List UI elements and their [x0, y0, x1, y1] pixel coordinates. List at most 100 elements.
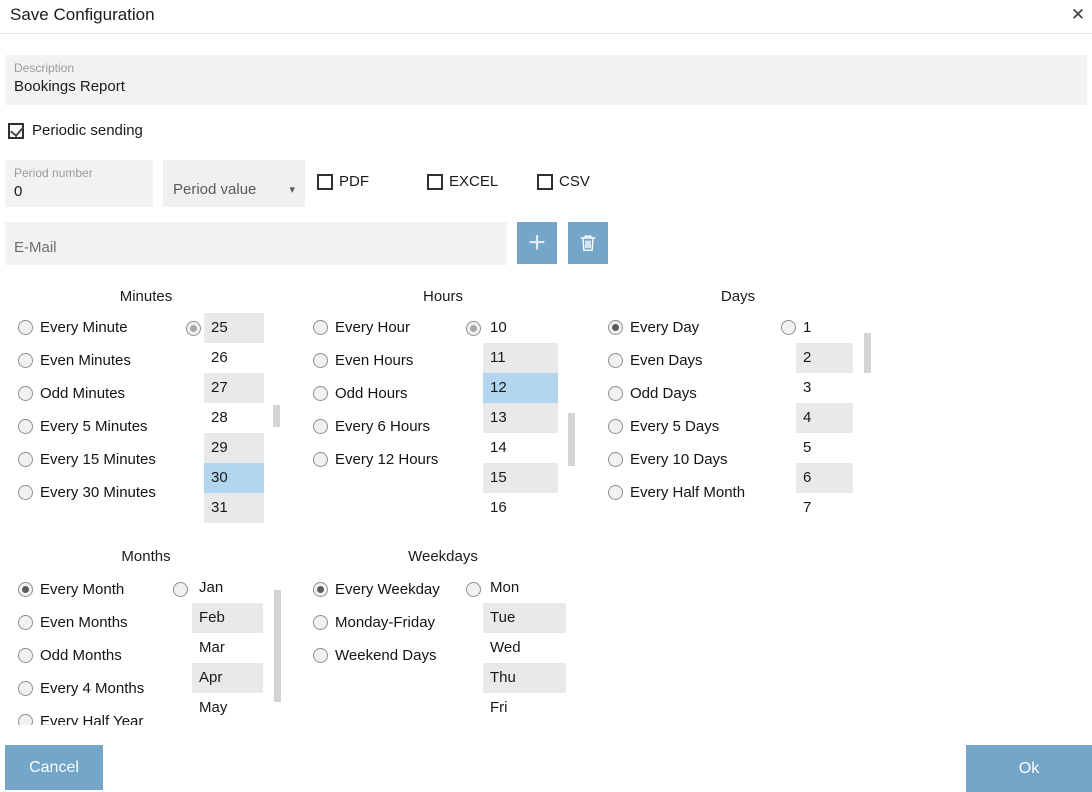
radio-option-every-half-month[interactable]: Every Half Month — [608, 476, 745, 509]
days-scrollbar[interactable] — [864, 333, 871, 373]
delete-email-button[interactable] — [568, 222, 608, 264]
list-item-wed[interactable]: Wed — [490, 639, 521, 656]
minutes-list-radio[interactable] — [186, 321, 201, 336]
list-item-31[interactable]: 31 — [204, 493, 264, 523]
radio-option-even-days[interactable]: Even Days — [608, 344, 745, 377]
list-item-29[interactable]: 29 — [204, 433, 264, 463]
radio-option-odd-months[interactable]: Odd Months — [18, 639, 144, 672]
radio-option-every-weekday[interactable]: Every Weekday — [313, 573, 440, 606]
radio-icon[interactable] — [313, 648, 328, 663]
radio-icon[interactable] — [313, 419, 328, 434]
radio-option-weekend-days[interactable]: Weekend Days — [313, 639, 440, 672]
radio-icon[interactable] — [608, 452, 623, 467]
radio-icon[interactable] — [313, 353, 328, 368]
list-item-2[interactable]: 2 — [796, 343, 853, 373]
radio-option-every-12-hours[interactable]: Every 12 Hours — [313, 443, 438, 476]
list-item-5[interactable]: 5 — [803, 439, 812, 456]
radio-option-every-5-minutes[interactable]: Every 5 Minutes — [18, 410, 156, 443]
radio-option-monday-friday[interactable]: Monday-Friday — [313, 606, 440, 639]
radio-option-every-hour[interactable]: Every Hour — [313, 311, 438, 344]
radio-icon[interactable] — [18, 582, 33, 597]
add-email-button[interactable]: + — [517, 222, 557, 264]
list-item-jan[interactable]: Jan — [199, 579, 224, 596]
list-item-30[interactable]: 30 — [204, 463, 264, 493]
radio-icon[interactable] — [608, 485, 623, 500]
months-list-radio[interactable] — [173, 582, 188, 597]
radio-option-even-hours[interactable]: Even Hours — [313, 344, 438, 377]
list-item-apr[interactable]: Apr — [192, 663, 263, 693]
list-item-6[interactable]: 6 — [796, 463, 853, 493]
radio-icon[interactable] — [18, 386, 33, 401]
csv-checkbox[interactable] — [537, 173, 553, 190]
radio-option-even-months[interactable]: Even Months — [18, 606, 144, 639]
hours-list-radio[interactable] — [466, 321, 481, 336]
radio-icon[interactable] — [608, 386, 623, 401]
radio-icon[interactable] — [608, 419, 623, 434]
period-value-dropdown[interactable]: Period value ▾ — [163, 160, 305, 207]
format-excel-toggle[interactable]: EXCEL — [427, 173, 498, 190]
radio-option-every-5-days[interactable]: Every 5 Days — [608, 410, 745, 443]
radio-option-odd-hours[interactable]: Odd Hours — [313, 377, 438, 410]
list-item-28[interactable]: 28 — [211, 409, 228, 426]
radio-icon[interactable] — [313, 452, 328, 467]
close-icon[interactable]: ✕ — [1070, 5, 1086, 24]
description-field[interactable]: Description Bookings Report — [5, 55, 1087, 105]
months-scrollbar[interactable] — [274, 590, 281, 702]
radio-option-every-6-hours[interactable]: Every 6 Hours — [313, 410, 438, 443]
radio-option-every-4-months[interactable]: Every 4 Months — [18, 672, 144, 705]
list-item-may[interactable]: May — [199, 699, 228, 716]
radio-option-every-30-minutes[interactable]: Every 30 Minutes — [18, 476, 156, 509]
days-list-radio[interactable] — [781, 320, 796, 335]
periodic-sending-checkbox[interactable] — [8, 122, 24, 139]
radio-option-every-10-days[interactable]: Every 10 Days — [608, 443, 745, 476]
list-item-10[interactable]: 10 — [490, 319, 507, 336]
list-item-mon[interactable]: Mon — [490, 579, 520, 596]
format-csv-toggle[interactable]: CSV — [537, 173, 590, 190]
radio-icon[interactable] — [18, 353, 33, 368]
radio-icon[interactable] — [18, 452, 33, 467]
list-item-12[interactable]: 12 — [483, 373, 558, 403]
list-item-26[interactable]: 26 — [211, 349, 228, 366]
periodic-sending-toggle[interactable]: Periodic sending — [8, 122, 143, 139]
radio-option-every-half-year[interactable]: Every Half Year — [18, 705, 144, 725]
list-item-fri[interactable]: Fri — [490, 699, 508, 716]
radio-option-every-minute[interactable]: Every Minute — [18, 311, 156, 344]
pdf-checkbox[interactable] — [317, 173, 333, 190]
radio-option-every-month[interactable]: Every Month — [18, 573, 144, 606]
list-item-25[interactable]: 25 — [204, 313, 264, 343]
list-item-16[interactable]: 16 — [490, 499, 507, 516]
radio-option-even-minutes[interactable]: Even Minutes — [18, 344, 156, 377]
cancel-button[interactable]: Cancel — [5, 745, 103, 790]
hours-scrollbar[interactable] — [568, 413, 575, 466]
period-number-field[interactable]: Period number 0 — [5, 160, 153, 207]
radio-icon[interactable] — [313, 320, 328, 335]
list-item-tue[interactable]: Tue — [483, 603, 566, 633]
radio-icon[interactable] — [18, 320, 33, 335]
list-item-mar[interactable]: Mar — [199, 639, 225, 656]
radio-option-every-day[interactable]: Every Day — [608, 311, 745, 344]
list-item-4[interactable]: 4 — [796, 403, 853, 433]
excel-checkbox[interactable] — [427, 173, 443, 190]
radio-icon[interactable] — [608, 353, 623, 368]
list-item-7[interactable]: 7 — [803, 499, 812, 516]
radio-icon[interactable] — [313, 582, 328, 597]
radio-icon[interactable] — [608, 320, 623, 335]
radio-icon[interactable] — [18, 714, 33, 725]
ok-button[interactable]: Ok — [966, 745, 1092, 792]
format-pdf-toggle[interactable]: PDF — [317, 173, 369, 190]
list-item-11[interactable]: 11 — [483, 343, 558, 373]
radio-icon[interactable] — [18, 681, 33, 696]
radio-option-every-15-minutes[interactable]: Every 15 Minutes — [18, 443, 156, 476]
list-item-15[interactable]: 15 — [483, 463, 558, 493]
weekdays-list-radio[interactable] — [466, 582, 481, 597]
radio-icon[interactable] — [313, 386, 328, 401]
minutes-scrollbar[interactable] — [273, 405, 280, 427]
list-item-1[interactable]: 1 — [803, 319, 812, 336]
radio-icon[interactable] — [18, 485, 33, 500]
list-item-thu[interactable]: Thu — [483, 663, 566, 693]
radio-option-odd-minutes[interactable]: Odd Minutes — [18, 377, 156, 410]
radio-icon[interactable] — [18, 615, 33, 630]
email-input[interactable]: E-Mail — [5, 222, 507, 265]
list-item-3[interactable]: 3 — [803, 379, 812, 396]
radio-icon[interactable] — [313, 615, 328, 630]
